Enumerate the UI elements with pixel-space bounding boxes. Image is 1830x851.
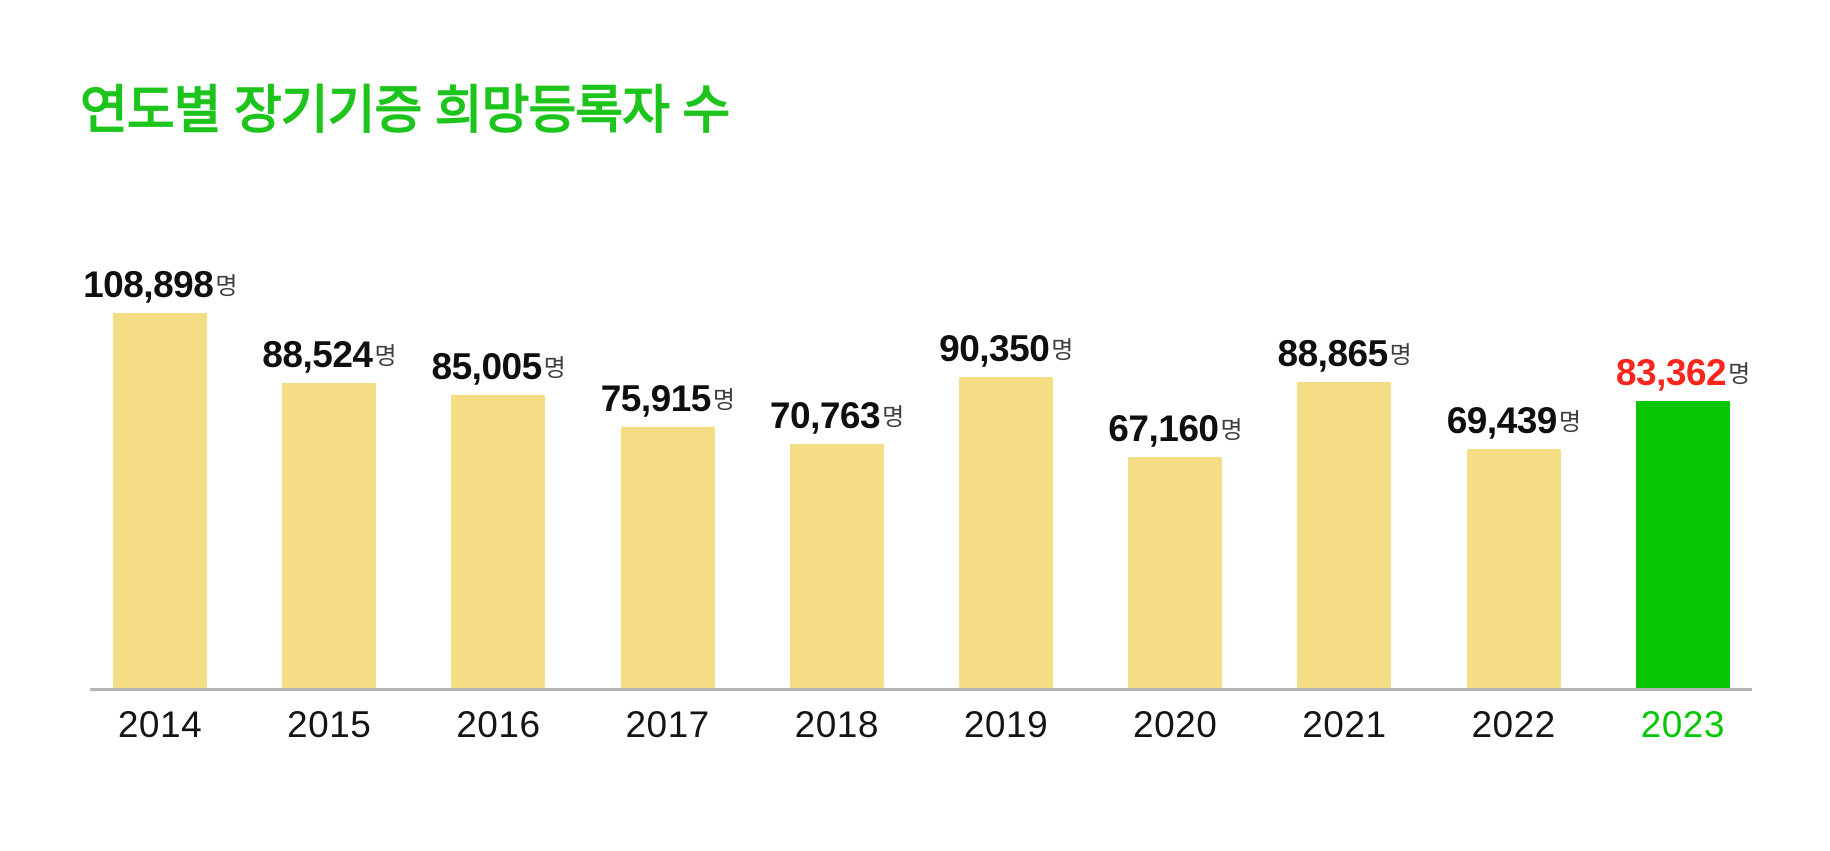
x-tick-2021: 2021 [1302,704,1387,745]
value-label-2014: 108,898명 [83,266,237,303]
bar-2017 [620,427,715,688]
bar-2023 [1635,401,1730,688]
value-label-2015: 88,524명 [262,336,396,373]
x-tick-2020: 2020 [1133,704,1218,745]
value-label-2022: 69,439명 [1447,402,1581,439]
x-tick-2015: 2015 [287,704,372,745]
value-unit: 명 [1728,361,1750,388]
value-number: 83,362 [1615,352,1727,393]
value-label-2016: 85,005명 [432,348,566,385]
bar-2020 [1128,457,1223,688]
x-tick-2014: 2014 [117,704,203,745]
bar-2019 [959,377,1053,688]
value-unit: 명 [1558,409,1581,436]
bar-2014 [113,313,207,688]
x-axis-line [90,688,1752,691]
value-number: 108,898 [83,264,214,305]
value-unit: 명 [374,343,397,370]
bar-2018 [789,444,884,688]
value-label-2019: 90,350명 [939,330,1073,367]
value-number: 69,439 [1446,400,1558,441]
value-number: 67,160 [1108,408,1219,449]
value-label-2017: 75,915명 [601,380,735,417]
x-tick-2022: 2022 [1471,704,1556,745]
x-tick-2016: 2016 [456,704,541,745]
bar-2016 [451,395,546,688]
x-tick-2023: 2023 [1640,704,1725,745]
value-label-2021: 88,865명 [1278,335,1412,372]
value-number: 85,005 [431,346,543,387]
value-unit: 명 [215,273,237,300]
chart-title: 연도별 장기기증 희망등록자 수 [80,82,730,140]
value-unit: 명 [712,387,735,414]
value-label-2023: 83,362명 [1616,354,1750,391]
value-unit: 명 [543,355,566,382]
value-number: 70,763 [769,395,881,436]
value-number: 75,915 [600,378,712,419]
bar-2015 [282,383,377,688]
value-unit: 명 [1220,417,1243,444]
value-unit: 명 [1051,337,1073,364]
value-label-2020: 67,160명 [1108,410,1242,447]
bar-2022 [1466,449,1561,688]
value-number: 88,865 [1277,333,1389,374]
x-tick-2017: 2017 [625,704,710,745]
bar-2021 [1297,382,1392,688]
value-unit: 명 [882,404,904,431]
value-unit: 명 [1389,342,1412,369]
x-tick-2019: 2019 [963,704,1049,745]
value-number: 88,524 [262,334,373,375]
x-tick-2018: 2018 [794,704,879,745]
value-label-2018: 70,763명 [770,397,904,434]
value-number: 90,350 [939,328,1050,369]
